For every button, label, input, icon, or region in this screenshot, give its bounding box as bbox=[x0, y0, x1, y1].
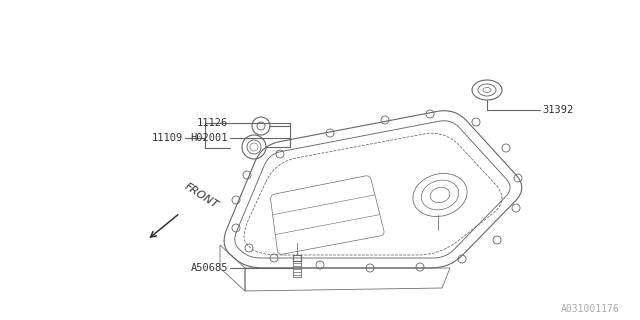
Text: 11109: 11109 bbox=[152, 133, 183, 143]
Text: A50685: A50685 bbox=[191, 263, 228, 273]
Text: 11126: 11126 bbox=[196, 118, 228, 128]
Text: FRONT: FRONT bbox=[183, 181, 220, 210]
Text: 31392: 31392 bbox=[542, 105, 573, 115]
Text: H02001: H02001 bbox=[191, 133, 228, 143]
Text: A031001176: A031001176 bbox=[561, 304, 620, 314]
